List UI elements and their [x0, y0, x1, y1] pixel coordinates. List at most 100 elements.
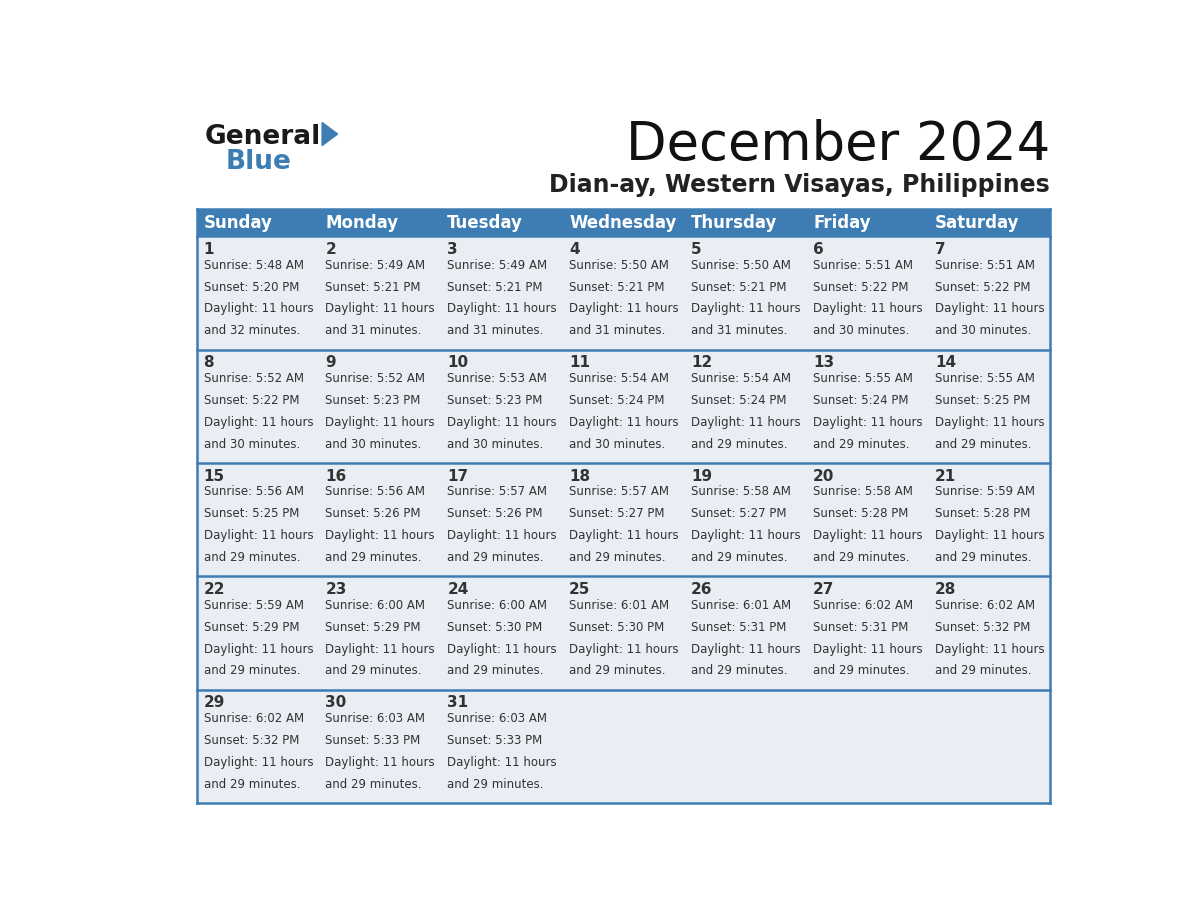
Text: and 30 minutes.: and 30 minutes. — [935, 324, 1031, 337]
Text: Daylight: 11 hours: Daylight: 11 hours — [448, 643, 557, 655]
Text: Sunrise: 5:51 AM: Sunrise: 5:51 AM — [813, 259, 914, 272]
Text: 2: 2 — [326, 241, 336, 257]
Bar — [318, 350, 441, 463]
Text: Sunrise: 5:54 AM: Sunrise: 5:54 AM — [691, 372, 791, 386]
Text: and 29 minutes.: and 29 minutes. — [935, 438, 1031, 451]
Text: Sunset: 5:31 PM: Sunset: 5:31 PM — [691, 621, 786, 633]
Text: and 29 minutes.: and 29 minutes. — [203, 551, 301, 564]
Text: Sunset: 5:21 PM: Sunset: 5:21 PM — [691, 281, 786, 294]
Text: Daylight: 11 hours: Daylight: 11 hours — [935, 643, 1044, 655]
Text: Sunset: 5:25 PM: Sunset: 5:25 PM — [203, 508, 299, 521]
Text: Dian-ay, Western Visayas, Philippines: Dian-ay, Western Visayas, Philippines — [549, 174, 1050, 197]
Text: Sunset: 5:26 PM: Sunset: 5:26 PM — [326, 508, 421, 521]
Bar — [928, 689, 1050, 803]
Text: Sunset: 5:31 PM: Sunset: 5:31 PM — [813, 621, 909, 633]
Text: Daylight: 11 hours: Daylight: 11 hours — [203, 643, 314, 655]
Text: Sunset: 5:25 PM: Sunset: 5:25 PM — [935, 394, 1030, 407]
Bar — [684, 208, 805, 237]
Text: 8: 8 — [203, 355, 214, 370]
Text: Sunset: 5:21 PM: Sunset: 5:21 PM — [448, 281, 543, 294]
Text: 15: 15 — [203, 468, 225, 484]
Text: Sunrise: 5:56 AM: Sunrise: 5:56 AM — [326, 486, 425, 498]
Text: 14: 14 — [935, 355, 956, 370]
Text: 18: 18 — [569, 468, 590, 484]
Text: and 29 minutes.: and 29 minutes. — [569, 665, 665, 677]
Text: Daylight: 11 hours: Daylight: 11 hours — [935, 302, 1044, 316]
Text: Sunrise: 6:02 AM: Sunrise: 6:02 AM — [813, 599, 914, 611]
Text: Sunset: 5:27 PM: Sunset: 5:27 PM — [569, 508, 665, 521]
Text: Sunrise: 5:58 AM: Sunrise: 5:58 AM — [691, 486, 791, 498]
Text: and 30 minutes.: and 30 minutes. — [813, 324, 909, 337]
Text: Sunrise: 5:49 AM: Sunrise: 5:49 AM — [326, 259, 425, 272]
Text: Sunrise: 5:53 AM: Sunrise: 5:53 AM — [448, 372, 548, 386]
Text: Sunrise: 5:52 AM: Sunrise: 5:52 AM — [326, 372, 425, 386]
Bar — [562, 350, 684, 463]
Text: Daylight: 11 hours: Daylight: 11 hours — [935, 529, 1044, 543]
Text: Sunset: 5:33 PM: Sunset: 5:33 PM — [448, 734, 543, 747]
Bar — [318, 689, 441, 803]
Bar — [928, 350, 1050, 463]
Text: Sunset: 5:21 PM: Sunset: 5:21 PM — [326, 281, 421, 294]
Text: Sunrise: 5:55 AM: Sunrise: 5:55 AM — [813, 372, 912, 386]
Text: and 31 minutes.: and 31 minutes. — [448, 324, 544, 337]
Text: and 31 minutes.: and 31 minutes. — [326, 324, 422, 337]
Text: 10: 10 — [448, 355, 468, 370]
Text: Sunset: 5:32 PM: Sunset: 5:32 PM — [203, 734, 299, 747]
Text: Daylight: 11 hours: Daylight: 11 hours — [813, 643, 923, 655]
Text: 5: 5 — [691, 241, 702, 257]
Bar — [441, 577, 562, 689]
Text: and 30 minutes.: and 30 minutes. — [569, 438, 665, 451]
Text: Daylight: 11 hours: Daylight: 11 hours — [326, 416, 435, 429]
Bar — [805, 350, 928, 463]
Text: Sunrise: 6:02 AM: Sunrise: 6:02 AM — [935, 599, 1035, 611]
Text: 4: 4 — [569, 241, 580, 257]
Text: Sunrise: 6:01 AM: Sunrise: 6:01 AM — [691, 599, 791, 611]
Text: Sunset: 5:26 PM: Sunset: 5:26 PM — [448, 508, 543, 521]
Text: 9: 9 — [326, 355, 336, 370]
Bar — [928, 237, 1050, 350]
Text: Sunset: 5:24 PM: Sunset: 5:24 PM — [813, 394, 909, 407]
Bar — [196, 237, 318, 350]
Text: Sunset: 5:27 PM: Sunset: 5:27 PM — [691, 508, 786, 521]
Text: Daylight: 11 hours: Daylight: 11 hours — [813, 416, 923, 429]
Text: Sunrise: 6:02 AM: Sunrise: 6:02 AM — [203, 712, 304, 725]
Text: Daylight: 11 hours: Daylight: 11 hours — [326, 756, 435, 769]
Text: Wednesday: Wednesday — [569, 214, 677, 231]
Bar — [805, 208, 928, 237]
Bar — [196, 577, 318, 689]
Text: Sunset: 5:22 PM: Sunset: 5:22 PM — [935, 281, 1030, 294]
Text: Sunrise: 5:55 AM: Sunrise: 5:55 AM — [935, 372, 1035, 386]
Text: Daylight: 11 hours: Daylight: 11 hours — [813, 302, 923, 316]
Text: Sunset: 5:24 PM: Sunset: 5:24 PM — [691, 394, 786, 407]
Text: Daylight: 11 hours: Daylight: 11 hours — [448, 756, 557, 769]
Bar — [196, 208, 318, 237]
Text: and 32 minutes.: and 32 minutes. — [203, 324, 299, 337]
Text: Blue: Blue — [226, 150, 292, 175]
Bar — [441, 350, 562, 463]
Text: 11: 11 — [569, 355, 590, 370]
Text: 13: 13 — [813, 355, 834, 370]
Text: Daylight: 11 hours: Daylight: 11 hours — [326, 643, 435, 655]
Bar — [562, 237, 684, 350]
Text: and 30 minutes.: and 30 minutes. — [326, 438, 422, 451]
Text: and 29 minutes.: and 29 minutes. — [203, 665, 301, 677]
Text: 27: 27 — [813, 582, 834, 597]
Text: Sunrise: 5:50 AM: Sunrise: 5:50 AM — [569, 259, 669, 272]
Bar — [684, 350, 805, 463]
Text: Monday: Monday — [326, 214, 398, 231]
Text: Sunrise: 6:03 AM: Sunrise: 6:03 AM — [448, 712, 548, 725]
Text: and 29 minutes.: and 29 minutes. — [326, 778, 422, 790]
Text: Daylight: 11 hours: Daylight: 11 hours — [691, 302, 801, 316]
Bar — [318, 577, 441, 689]
Bar — [805, 577, 928, 689]
Text: Daylight: 11 hours: Daylight: 11 hours — [448, 416, 557, 429]
Text: and 29 minutes.: and 29 minutes. — [203, 778, 301, 790]
Text: and 31 minutes.: and 31 minutes. — [691, 324, 788, 337]
Bar — [684, 577, 805, 689]
Text: Sunrise: 5:49 AM: Sunrise: 5:49 AM — [448, 259, 548, 272]
Text: 3: 3 — [448, 241, 457, 257]
Bar — [441, 237, 562, 350]
Text: Sunrise: 5:57 AM: Sunrise: 5:57 AM — [448, 486, 548, 498]
Text: Daylight: 11 hours: Daylight: 11 hours — [203, 756, 314, 769]
Text: Sunrise: 5:59 AM: Sunrise: 5:59 AM — [935, 486, 1035, 498]
